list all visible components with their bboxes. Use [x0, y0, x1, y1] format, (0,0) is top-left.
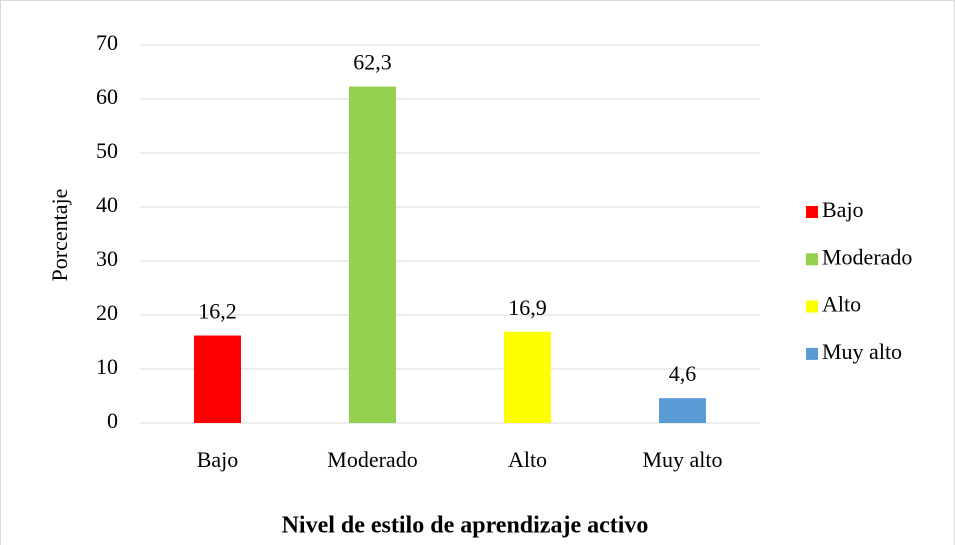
data-label: 62,3 [353, 50, 392, 75]
x-tick-label: Muy alto [642, 447, 722, 472]
y-tick-label: 70 [96, 30, 118, 55]
x-tick-label: Alto [508, 447, 547, 472]
data-label: 16,2 [198, 299, 237, 324]
y-tick-label: 60 [96, 84, 118, 109]
y-tick-label: 20 [96, 300, 118, 325]
bar [349, 86, 396, 423]
data-label: 16,9 [508, 295, 547, 320]
bar [504, 331, 551, 423]
y-tick-label: 10 [96, 354, 118, 379]
y-axis-label: Porcentaje [47, 189, 72, 282]
y-tick-label: 30 [96, 246, 118, 271]
y-tick-label: 0 [107, 408, 118, 433]
legend-swatch [806, 300, 818, 313]
x-tick-label: Moderado [327, 447, 417, 472]
legend-label: Bajo [822, 197, 864, 222]
y-tick-label: 40 [96, 192, 118, 217]
x-tick-label: Bajo [197, 447, 239, 472]
legend-label: Alto [822, 292, 861, 317]
bar [194, 335, 241, 423]
legend-label: Moderado [822, 244, 912, 269]
y-tick-label: 50 [96, 138, 118, 163]
legend-swatch [806, 253, 818, 266]
x-axis-label: Nivel de estilo de aprendizaje activo [282, 513, 649, 539]
legend-label: Muy alto [822, 339, 902, 364]
legend-swatch [806, 206, 818, 218]
legend-swatch [806, 347, 818, 360]
data-label: 4,6 [669, 361, 697, 386]
bar [659, 398, 706, 423]
